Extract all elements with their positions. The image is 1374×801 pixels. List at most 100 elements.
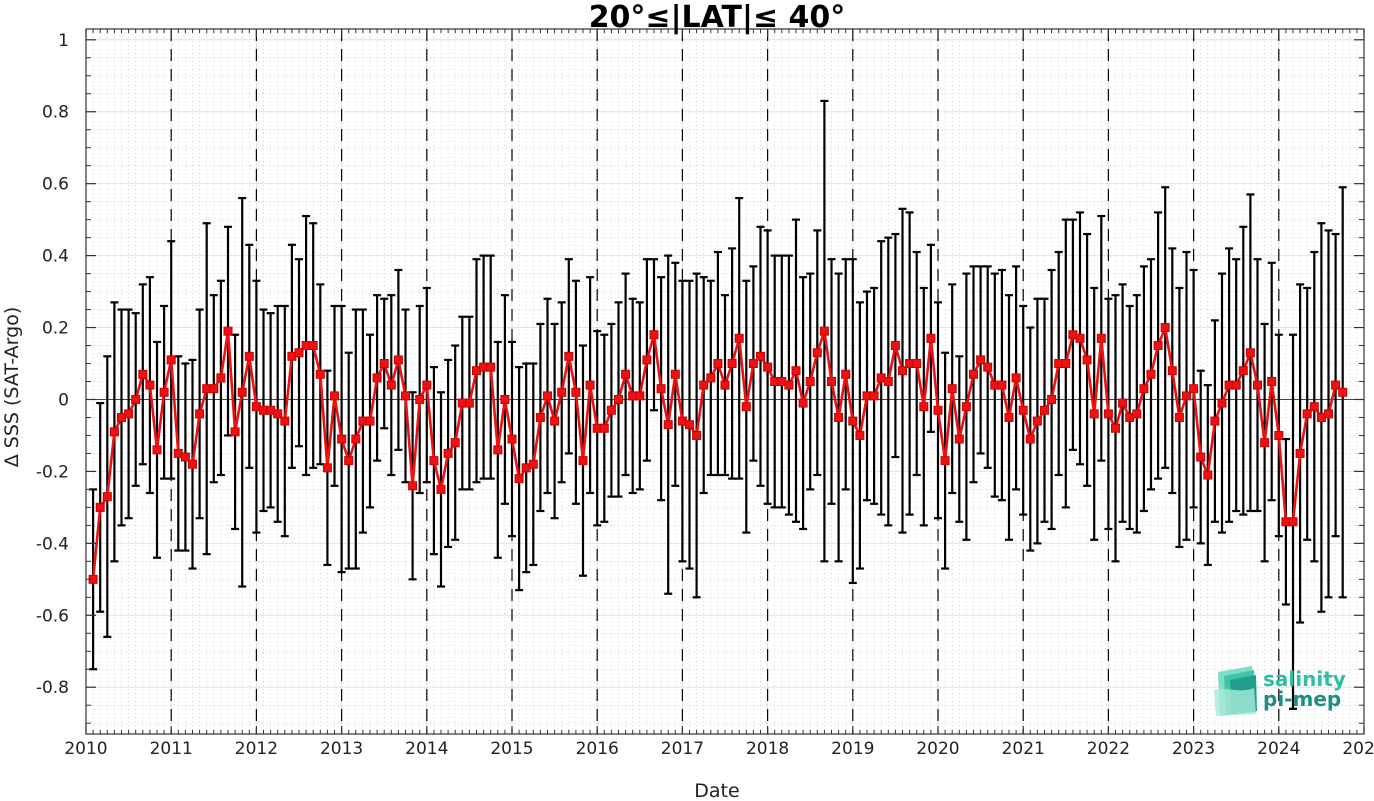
x-tick-label: 2018 (746, 739, 789, 759)
x-tick-label: 2022 (1087, 739, 1130, 759)
data-point-marker (550, 416, 560, 426)
data-point-marker (741, 402, 751, 412)
data-point-marker (727, 359, 737, 369)
data-point-marker (1267, 377, 1277, 386)
data-point-marker (890, 341, 900, 351)
data-point-marker (230, 427, 240, 437)
x-tick-label: 2012 (235, 739, 278, 759)
x-tick-label: 2013 (320, 739, 363, 759)
data-point-marker (976, 355, 986, 365)
data-point-marker (997, 380, 1007, 390)
data-point-marker (528, 459, 538, 469)
data-point-marker (926, 333, 936, 343)
data-point-marker (166, 355, 176, 365)
data-point-marker (188, 459, 197, 469)
y-tick-label: 0 (58, 390, 69, 410)
x-tick-label: 2021 (1002, 739, 1045, 759)
data-point-marker (883, 377, 893, 386)
data-point-marker (1004, 412, 1014, 422)
data-point-marker (1047, 394, 1057, 404)
data-point-marker (1089, 409, 1099, 419)
data-point-marker (763, 362, 773, 372)
x-tick-label: 2017 (661, 739, 704, 759)
salinity-pi-mep-logo: salinity pi-mep (1214, 666, 1346, 716)
data-point-marker (1174, 412, 1184, 422)
data-point-marker (386, 380, 396, 390)
x-tick-label: 2016 (576, 739, 619, 759)
data-point-marker (109, 427, 119, 437)
data-point-marker (330, 391, 339, 401)
data-point-marker (834, 412, 844, 422)
data-point-marker (1040, 405, 1049, 415)
data-point-marker (734, 333, 744, 343)
data-point-marker (855, 430, 865, 440)
data-point-marker (379, 359, 389, 369)
data-point-marker (514, 474, 524, 484)
x-tick-label: 2010 (64, 739, 107, 759)
x-tick-label: 2020 (916, 739, 959, 759)
data-point-marker (557, 387, 567, 397)
data-point-marker (1025, 434, 1035, 444)
y-tick-label: -0.8 (36, 678, 69, 698)
data-point-marker (940, 456, 950, 466)
data-point-marker (1011, 373, 1021, 383)
data-point-marker (983, 362, 993, 372)
data-point-marker (954, 434, 964, 444)
data-point-marker (869, 391, 879, 401)
data-point-marker (195, 409, 205, 419)
data-point-marker (919, 402, 929, 412)
data-point-marker (102, 492, 112, 502)
data-point-marker (180, 452, 190, 462)
data-point-marker (237, 387, 247, 397)
data-point-marker (805, 377, 815, 386)
x-tick-label: 2014 (405, 739, 448, 759)
data-point-marker (784, 380, 794, 390)
y-tick-label: 0.8 (42, 103, 69, 123)
data-point-marker (642, 355, 652, 365)
x-tick-label: 2011 (150, 739, 193, 759)
data-point-marker (969, 369, 978, 379)
data-point-marker (791, 366, 801, 376)
data-point-marker (1210, 416, 1220, 426)
data-point-marker (322, 463, 332, 473)
data-point-marker (898, 366, 907, 376)
y-tick-label: 0.2 (42, 319, 69, 339)
data-point-marker (1189, 384, 1199, 394)
data-point-marker (1032, 416, 1042, 426)
data-point-marker (1075, 333, 1085, 343)
data-point-marker (585, 380, 595, 390)
data-point-marker (216, 373, 226, 383)
y-tick-labels: 1 0.8 0.6 0.4 0.2 0 -0.2 -0.4 -0.6 -0.8 (36, 31, 69, 698)
data-point-marker (1196, 452, 1206, 462)
x-tick-label: 2019 (831, 739, 874, 759)
data-point-marker (543, 391, 552, 401)
data-point-marker (1324, 409, 1333, 419)
data-point-marker (606, 405, 616, 415)
data-point-marker (408, 481, 418, 491)
data-point-marker (131, 394, 141, 404)
data-point-marker (635, 391, 645, 401)
data-point-marker (1331, 380, 1341, 390)
data-point-marker (1160, 323, 1170, 333)
data-point-marker (500, 394, 510, 404)
data-point-marker (507, 434, 517, 444)
data-point-marker (912, 359, 922, 369)
y-axis-label: Δ SSS (SAT-Argo) (1, 307, 23, 467)
logo-wave-icon (1214, 666, 1257, 716)
logo-line2: pi-mep (1263, 687, 1341, 711)
data-point-marker (621, 369, 631, 379)
data-point-marker (1260, 438, 1270, 448)
data-point-marker (422, 380, 432, 390)
data-point-marker (1203, 470, 1213, 480)
data-point-marker (1253, 380, 1262, 390)
data-point-marker (748, 359, 758, 369)
data-point-marker (1288, 517, 1298, 527)
x-tick-label: 2025 (1342, 739, 1374, 759)
data-point-marker (819, 326, 829, 336)
data-point-marker (152, 445, 162, 455)
data-point-marker (692, 430, 702, 440)
data-point-marker (436, 484, 446, 494)
data-point-marker (713, 359, 723, 369)
data-point-marker (124, 409, 134, 419)
